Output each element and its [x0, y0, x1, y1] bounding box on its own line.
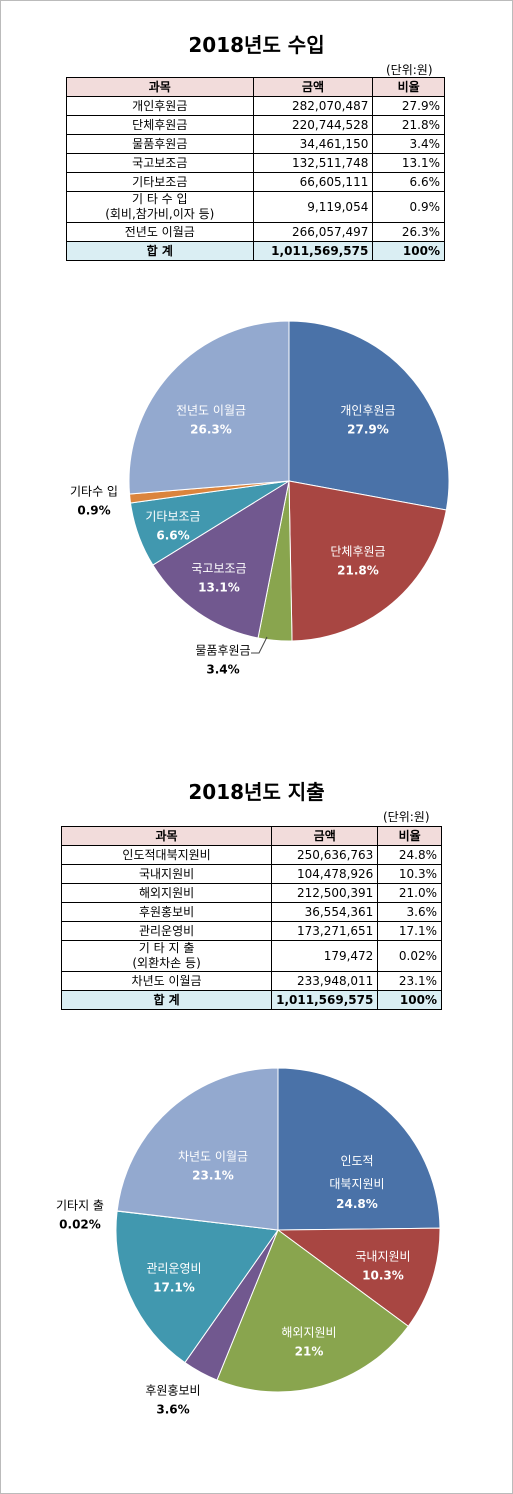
cell: 179,472: [271, 940, 379, 972]
row: 기 타 지 출 (외환차손 등) 179,472 0.02%: [60, 940, 442, 972]
row: 물품후원금 34,461,150 3.4%: [66, 134, 445, 154]
cell: 173,271,651: [271, 921, 379, 941]
slice-label: 관리운영비: [146, 1262, 201, 1276]
slice-label: 단체후원금: [330, 545, 385, 559]
cell: 3.6%: [377, 902, 442, 922]
cell: 9,119,054: [252, 191, 374, 223]
row: 해외지원비 212,500,391 21.0%: [60, 883, 442, 903]
income-title: 2018년도 수입: [188, 33, 325, 57]
row: 기 타 수 입 (회비,참가비,이자 등) 9,119,054 0.9%: [66, 191, 445, 223]
cell: 과목: [66, 77, 254, 97]
cell: 36,554,361: [271, 902, 379, 922]
cell: 기 타 지 출 (외환차손 등): [60, 940, 273, 972]
cell: 27.9%: [372, 96, 445, 116]
slice-label: 인도적 대북지원비: [329, 1154, 384, 1191]
expense-table: 과목 금액 비율 인도적대북지원비 250,636,763 24.8% 국내지원비 104,4…: [60, 826, 442, 1010]
cell: 비율: [372, 77, 445, 97]
slice-label: 전년도 이월금: [176, 404, 246, 418]
cell: 전년도 이월금: [66, 222, 254, 242]
cell: 23.1%: [377, 971, 442, 991]
slice-label: 국고보조금: [191, 562, 246, 576]
value-label: 13.1%: [198, 581, 240, 595]
slice-label: 국내지원비: [355, 1250, 410, 1264]
pie-slice: [288, 480, 447, 642]
cell: 차년도 이월금: [60, 971, 273, 991]
cell: 282,070,487: [252, 96, 374, 116]
slice-label: 기타지 출: [56, 1199, 104, 1213]
cell: 1,011,569,575: [271, 990, 379, 1010]
total-row: 합 계 1,011,569,575 100%: [60, 990, 442, 1010]
income-table: 과목 금액 비율 개인후원금 282,070,487 27.9% 단체후원금 220,744,…: [66, 77, 445, 261]
row: 국내지원비 104,478,926 10.3%: [60, 864, 442, 884]
pie-slice: [115, 1210, 279, 1364]
cell: 금액: [271, 826, 379, 846]
expense-title: 2018년도 지출: [188, 780, 325, 804]
slice-label: 기타수 입: [70, 485, 118, 499]
value-label: 21.8%: [337, 564, 379, 578]
pie-slice: [277, 1067, 441, 1231]
income-unit: (단위:원): [386, 63, 433, 77]
slice-label: 기타보조금: [145, 510, 200, 524]
row: 전년도 이월금 266,057,497 26.3%: [66, 222, 445, 242]
slice-label: 물품후원금: [195, 644, 250, 658]
pie-slice: [116, 1067, 279, 1231]
value-label: 0.02%: [59, 1218, 101, 1232]
slice-label: 해외지원비: [281, 1326, 336, 1340]
cell: 기타보조금: [66, 172, 254, 192]
value-label: 26.3%: [190, 423, 232, 437]
cell: 21.0%: [377, 883, 442, 903]
cell: 220,744,528: [252, 115, 374, 135]
row: 차년도 이월금 233,948,011 23.1%: [60, 971, 442, 991]
cell: 단체후원금: [66, 115, 254, 135]
value-label: 6.6%: [156, 529, 189, 543]
pie-slice: [276, 1227, 441, 1327]
value-label: 0.9%: [77, 504, 110, 518]
value-label: 17.1%: [153, 1281, 195, 1295]
row: 기타보조금 66,605,111 6.6%: [66, 172, 445, 192]
cell: 34,461,150: [252, 134, 374, 154]
value-label: 21%: [295, 1345, 324, 1359]
cell: 과목: [60, 826, 273, 846]
value-label: 24.8%: [336, 1197, 378, 1211]
cell: 100%: [377, 990, 442, 1010]
pie-slice: [288, 320, 450, 511]
header-row: 과목 금액 비율: [60, 826, 442, 846]
cell: 100%: [372, 241, 445, 261]
pie-slice: [216, 1229, 409, 1393]
row: 관리운영비 173,271,651 17.1%: [60, 921, 442, 941]
row: 단체후원금 220,744,528 21.8%: [66, 115, 445, 135]
slice-label: 개인후원금: [340, 404, 395, 418]
row: 국고보조금 132,511,748 13.1%: [66, 153, 445, 173]
leader-line: [251, 636, 268, 654]
pie-slice: [152, 479, 290, 639]
cell: 해외지원비: [60, 883, 273, 903]
cell: 0.02%: [377, 940, 442, 972]
total-row: 합 계 1,011,569,575 100%: [66, 241, 445, 261]
value-label: 23.1%: [192, 1169, 234, 1183]
slice-label: 차년도 이월금: [178, 1150, 248, 1164]
cell: 1,011,569,575: [252, 241, 374, 261]
cell: 10.3%: [377, 864, 442, 884]
slice-label: 후원홍보비: [145, 1384, 200, 1398]
expense-unit: (단위:원): [383, 810, 430, 824]
value-label: 27.9%: [347, 423, 389, 437]
value-label: 3.4%: [206, 663, 239, 677]
cell: 17.1%: [377, 921, 442, 941]
cell: 기 타 수 입 (회비,참가비,이자 등): [66, 191, 254, 223]
value-label: 10.3%: [362, 1269, 404, 1283]
value-label: 3.6%: [156, 1403, 189, 1417]
cell: 66,605,111: [252, 172, 374, 192]
pie-slice: [128, 320, 290, 495]
cell: 266,057,497: [252, 222, 374, 242]
cell: 국내지원비: [60, 864, 273, 884]
cell: 13.1%: [372, 153, 445, 173]
